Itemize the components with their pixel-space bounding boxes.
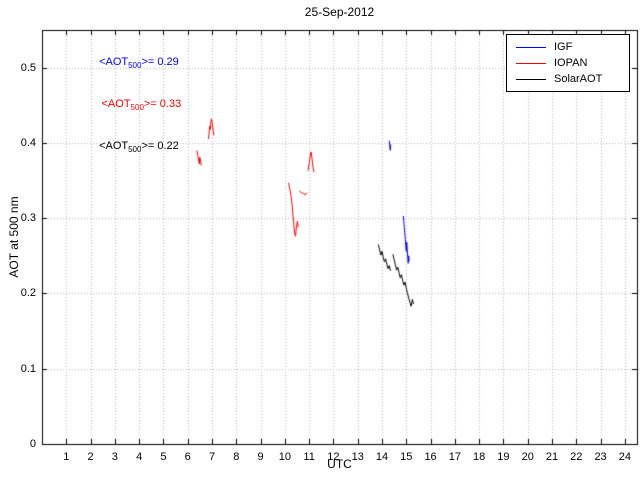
legend-item-label: SolarAOT: [554, 73, 603, 85]
y-tick-label: 0.2: [20, 287, 36, 300]
annotation-prefix: <AOT: [99, 56, 129, 69]
x-axis-label: UTC: [327, 457, 352, 471]
y-tick-label: 0.4: [20, 136, 36, 149]
x-tick-label: 9: [257, 451, 264, 463]
x-tick-label: 22: [570, 451, 583, 463]
x-tick-label: 14: [375, 451, 389, 463]
plot-title: 25-Sep-2012: [304, 5, 375, 19]
legend-line-sample: [516, 78, 546, 80]
x-tick-label: 6: [184, 451, 191, 463]
x-tick-label: 5: [160, 451, 167, 463]
mean-annotation: <AOT500>= 0.29: [99, 55, 179, 73]
x-tick-label: 4: [136, 451, 143, 463]
mean-annotation: <AOT500>= 0.22: [99, 139, 179, 157]
legend-line-sample: [516, 62, 546, 64]
legend: IGF IOPAN SolarAOT: [506, 34, 630, 92]
x-tick-label: 10: [278, 451, 291, 463]
legend-item: SolarAOT: [516, 71, 620, 87]
x-tick-label: 16: [424, 451, 437, 463]
x-tick-label: 23: [594, 451, 607, 463]
mean-annotation: <AOT500>= 0.33: [102, 97, 182, 115]
x-tick-label: 20: [521, 451, 534, 463]
x-tick-label: 11: [303, 451, 315, 463]
x-tick-label: 18: [473, 451, 486, 463]
annotation-subscript: 500: [128, 61, 142, 71]
x-tick-label: 1: [63, 451, 70, 463]
y-tick-label: 0.3: [20, 212, 36, 225]
annotation-suffix: >= 0.33: [143, 98, 182, 111]
legend-item: IOPAN: [516, 55, 620, 71]
y-tick-label: 0.1: [20, 362, 36, 375]
x-tick-label: 21: [545, 451, 559, 463]
x-tick-label: 12: [327, 451, 340, 463]
legend-item-label: IGF: [554, 41, 573, 53]
x-tick-label: 19: [497, 451, 510, 463]
y-axis-label: AOT at 500 nm: [7, 196, 21, 278]
legend-item-label: IOPAN: [554, 57, 588, 69]
x-tick-label: 17: [448, 451, 461, 463]
x-tick-label: 24: [618, 451, 631, 463]
annotation-subscript: 500: [130, 103, 144, 113]
y-tick-label: 0: [29, 438, 36, 450]
annotation-suffix: >= 0.29: [141, 56, 179, 69]
legend-item: IGF: [516, 39, 620, 55]
annotation-prefix: <AOT: [99, 140, 129, 153]
y-tick-label: 0.5: [20, 61, 36, 74]
x-tick-label: 8: [233, 451, 240, 463]
legend-line-sample: [516, 46, 546, 48]
x-tick-label: 3: [111, 451, 118, 463]
x-tick-label: 7: [208, 451, 216, 463]
x-tick-label: 13: [351, 451, 364, 463]
annotation-subscript: 500: [128, 145, 142, 155]
annotation-prefix: <AOT: [101, 98, 131, 111]
annotation-suffix: >= 0.22: [141, 140, 179, 153]
x-tick-label: 15: [400, 451, 413, 463]
x-tick-label: 2: [87, 451, 94, 463]
